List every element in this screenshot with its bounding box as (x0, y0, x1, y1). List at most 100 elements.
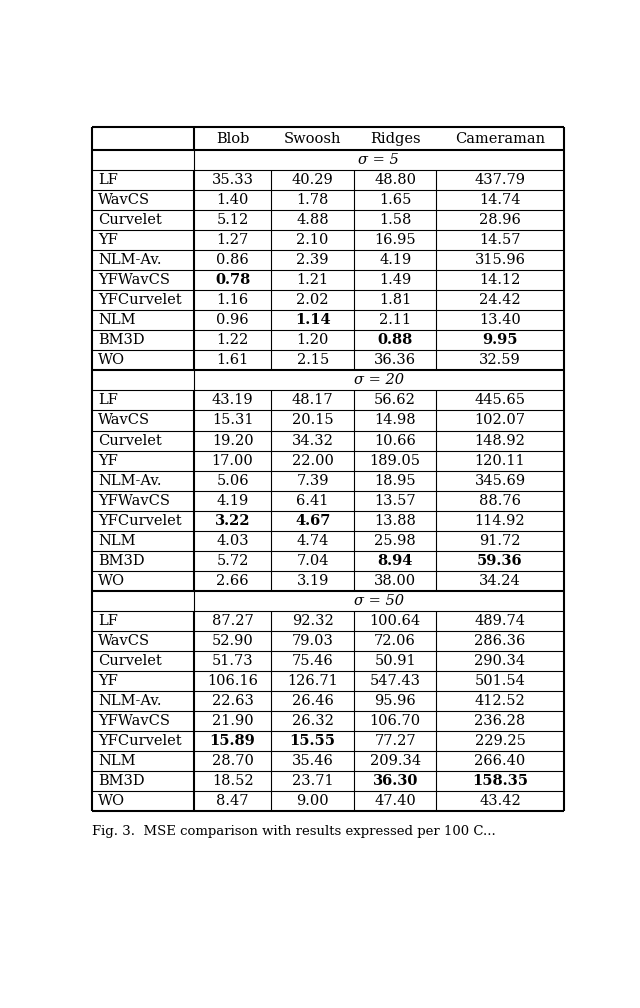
Text: 35.46: 35.46 (292, 754, 333, 768)
Text: 345.69: 345.69 (474, 474, 525, 488)
Text: 13.88: 13.88 (374, 514, 416, 527)
Text: Fig. 3.  MSE comparison with results expressed per 100 C...: Fig. 3. MSE comparison with results expr… (92, 825, 496, 838)
Text: 5.06: 5.06 (216, 474, 249, 488)
Text: 34.24: 34.24 (479, 574, 521, 588)
Text: 15.89: 15.89 (210, 734, 255, 748)
Text: NLM-Av.: NLM-Av. (98, 474, 161, 488)
Text: 0.86: 0.86 (216, 253, 249, 267)
Text: 0.78: 0.78 (215, 273, 250, 287)
Text: 106.16: 106.16 (207, 673, 258, 687)
Text: 229.25: 229.25 (474, 734, 525, 748)
Text: 1.21: 1.21 (296, 273, 329, 287)
Text: 102.07: 102.07 (474, 413, 525, 427)
Text: 28.96: 28.96 (479, 214, 521, 227)
Text: 28.70: 28.70 (212, 754, 253, 768)
Text: 7.04: 7.04 (296, 553, 329, 568)
Text: 209.34: 209.34 (369, 754, 420, 768)
Text: 2.10: 2.10 (296, 233, 329, 247)
Text: YF: YF (98, 454, 118, 468)
Text: 19.20: 19.20 (212, 433, 253, 448)
Text: 1.61: 1.61 (216, 354, 249, 368)
Text: YFWavCS: YFWavCS (98, 494, 170, 508)
Text: 52.90: 52.90 (212, 634, 253, 648)
Text: 9.95: 9.95 (482, 334, 518, 348)
Text: 92.32: 92.32 (292, 614, 333, 628)
Text: 18.95: 18.95 (374, 474, 416, 488)
Text: 32.59: 32.59 (479, 354, 521, 368)
Text: 16.95: 16.95 (374, 233, 416, 247)
Text: σ = 5: σ = 5 (358, 153, 399, 167)
Text: 40.29: 40.29 (292, 173, 333, 187)
Text: 14.57: 14.57 (479, 233, 521, 247)
Text: 22.63: 22.63 (212, 694, 253, 708)
Text: 8.94: 8.94 (378, 553, 413, 568)
Text: 2.11: 2.11 (379, 313, 412, 328)
Text: 43.19: 43.19 (212, 393, 253, 407)
Text: 266.40: 266.40 (474, 754, 525, 768)
Text: 15.31: 15.31 (212, 413, 253, 427)
Text: 3.19: 3.19 (296, 574, 329, 588)
Text: 120.11: 120.11 (475, 454, 525, 468)
Text: 315.96: 315.96 (474, 253, 525, 267)
Text: 21.90: 21.90 (212, 714, 253, 728)
Text: YFCurvelet: YFCurvelet (98, 293, 182, 307)
Text: 43.42: 43.42 (479, 794, 521, 807)
Text: 2.66: 2.66 (216, 574, 249, 588)
Text: 6.41: 6.41 (296, 494, 329, 508)
Text: 501.54: 501.54 (474, 673, 525, 687)
Text: 1.40: 1.40 (216, 194, 249, 208)
Text: BM3D: BM3D (98, 334, 145, 348)
Text: 5.72: 5.72 (216, 553, 249, 568)
Text: 4.88: 4.88 (296, 214, 329, 227)
Text: 48.80: 48.80 (374, 173, 416, 187)
Text: 95.96: 95.96 (374, 694, 416, 708)
Text: NLM-Av.: NLM-Av. (98, 253, 161, 267)
Text: YFWavCS: YFWavCS (98, 714, 170, 728)
Text: NLM-Av.: NLM-Av. (98, 694, 161, 708)
Text: YFCurvelet: YFCurvelet (98, 734, 182, 748)
Text: 10.66: 10.66 (374, 433, 416, 448)
Text: LF: LF (98, 173, 118, 187)
Text: 1.20: 1.20 (296, 334, 329, 348)
Text: 48.17: 48.17 (292, 393, 333, 407)
Text: YF: YF (98, 673, 118, 687)
Text: WavCS: WavCS (98, 634, 150, 648)
Text: 23.71: 23.71 (292, 774, 333, 788)
Text: Blob: Blob (216, 132, 249, 146)
Text: 25.98: 25.98 (374, 533, 416, 547)
Text: NLM: NLM (98, 313, 135, 328)
Text: YF: YF (98, 233, 118, 247)
Text: YFCurvelet: YFCurvelet (98, 514, 182, 527)
Text: Ridges: Ridges (370, 132, 420, 146)
Text: 290.34: 290.34 (474, 654, 525, 667)
Text: 14.12: 14.12 (479, 273, 521, 287)
Text: 4.03: 4.03 (216, 533, 249, 547)
Text: 1.27: 1.27 (216, 233, 249, 247)
Text: 47.40: 47.40 (374, 794, 416, 807)
Text: 34.32: 34.32 (292, 433, 333, 448)
Text: 2.39: 2.39 (296, 253, 329, 267)
Text: 13.57: 13.57 (374, 494, 416, 508)
Text: 88.76: 88.76 (479, 494, 521, 508)
Text: 15.55: 15.55 (290, 734, 336, 748)
Text: 51.73: 51.73 (212, 654, 253, 667)
Text: 126.71: 126.71 (287, 673, 338, 687)
Text: 26.32: 26.32 (292, 714, 333, 728)
Text: WO: WO (98, 354, 125, 368)
Text: 13.40: 13.40 (479, 313, 521, 328)
Text: 87.27: 87.27 (212, 614, 253, 628)
Text: 18.52: 18.52 (212, 774, 253, 788)
Text: 286.36: 286.36 (474, 634, 525, 648)
Text: 72.06: 72.06 (374, 634, 416, 648)
Text: 3.22: 3.22 (215, 514, 250, 527)
Text: 158.35: 158.35 (472, 774, 528, 788)
Text: 14.74: 14.74 (479, 194, 521, 208)
Text: 4.74: 4.74 (296, 533, 329, 547)
Text: 14.98: 14.98 (374, 413, 416, 427)
Text: 7.39: 7.39 (296, 474, 329, 488)
Text: 36.36: 36.36 (374, 354, 416, 368)
Text: 1.58: 1.58 (379, 214, 412, 227)
Text: WavCS: WavCS (98, 413, 150, 427)
Text: 56.62: 56.62 (374, 393, 416, 407)
Text: 1.22: 1.22 (216, 334, 249, 348)
